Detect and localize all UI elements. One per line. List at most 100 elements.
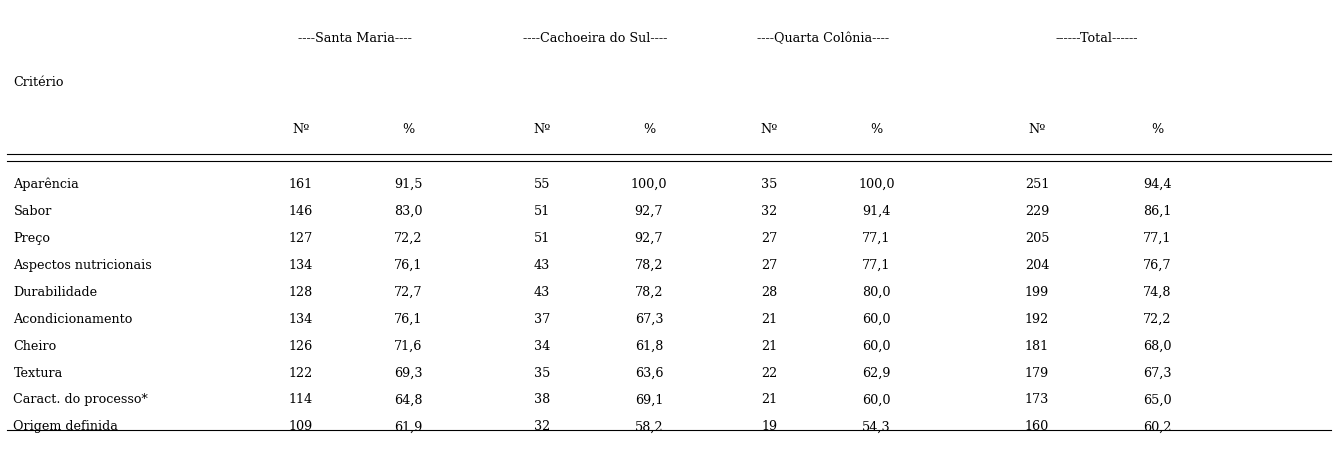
- Text: 34: 34: [534, 339, 550, 352]
- Text: Nº: Nº: [293, 123, 309, 136]
- Text: Caract. do processo*: Caract. do processo*: [13, 393, 149, 405]
- Text: 58,2: 58,2: [634, 420, 664, 432]
- Text: 160: 160: [1025, 420, 1049, 432]
- Text: 76,7: 76,7: [1143, 258, 1172, 271]
- Text: Nº: Nº: [1029, 123, 1045, 136]
- Text: 192: 192: [1025, 312, 1049, 325]
- Text: 54,3: 54,3: [862, 420, 891, 432]
- Text: 60,2: 60,2: [1143, 420, 1172, 432]
- Text: 100,0: 100,0: [858, 178, 895, 191]
- Text: Nº: Nº: [534, 123, 550, 136]
- Text: 134: 134: [289, 258, 313, 271]
- Text: 251: 251: [1025, 178, 1049, 191]
- Text: 38: 38: [534, 393, 550, 405]
- Text: 19: 19: [761, 420, 777, 432]
- Text: %: %: [870, 123, 883, 136]
- Text: 146: 146: [289, 205, 313, 217]
- Text: Sabor: Sabor: [13, 205, 52, 217]
- Text: 94,4: 94,4: [1143, 178, 1172, 191]
- Text: 55: 55: [534, 178, 550, 191]
- Text: 43: 43: [534, 258, 550, 271]
- Text: Origem definida: Origem definida: [13, 420, 118, 432]
- Text: 43: 43: [534, 285, 550, 298]
- Text: 80,0: 80,0: [862, 285, 891, 298]
- Text: 199: 199: [1025, 285, 1049, 298]
- Text: 21: 21: [761, 393, 777, 405]
- Text: 77,1: 77,1: [1143, 232, 1172, 244]
- Text: 72,7: 72,7: [393, 285, 423, 298]
- Text: Cheiro: Cheiro: [13, 339, 56, 352]
- Text: 161: 161: [289, 178, 313, 191]
- Text: 67,3: 67,3: [634, 312, 664, 325]
- Text: Critério: Critério: [13, 76, 64, 88]
- Text: 74,8: 74,8: [1143, 285, 1172, 298]
- Text: 69,3: 69,3: [393, 366, 423, 379]
- Text: Durabilidade: Durabilidade: [13, 285, 98, 298]
- Text: 67,3: 67,3: [1143, 366, 1172, 379]
- Text: 204: 204: [1025, 258, 1049, 271]
- Text: Aparência: Aparência: [13, 177, 79, 191]
- Text: 61,8: 61,8: [634, 339, 664, 352]
- Text: 51: 51: [534, 232, 550, 244]
- Text: 61,9: 61,9: [393, 420, 423, 432]
- Text: 109: 109: [289, 420, 313, 432]
- Text: 21: 21: [761, 312, 777, 325]
- Text: 28: 28: [761, 285, 777, 298]
- Text: 86,1: 86,1: [1143, 205, 1172, 217]
- Text: 122: 122: [289, 366, 313, 379]
- Text: 205: 205: [1025, 232, 1049, 244]
- Text: 83,0: 83,0: [393, 205, 423, 217]
- Text: Preço: Preço: [13, 232, 51, 244]
- Text: 21: 21: [761, 339, 777, 352]
- Text: ------Total------: ------Total------: [1056, 32, 1139, 45]
- Text: ----Cachoeira do Sul----: ----Cachoeira do Sul----: [523, 32, 668, 45]
- Text: Acondicionamento: Acondicionamento: [13, 312, 132, 325]
- Text: %: %: [642, 123, 656, 136]
- Text: 91,5: 91,5: [393, 178, 423, 191]
- Text: 60,0: 60,0: [862, 393, 891, 405]
- Text: 64,8: 64,8: [393, 393, 423, 405]
- Text: 27: 27: [761, 232, 777, 244]
- Text: 126: 126: [289, 339, 313, 352]
- Text: Nº: Nº: [761, 123, 777, 136]
- Text: 27: 27: [761, 258, 777, 271]
- Text: 65,0: 65,0: [1143, 393, 1172, 405]
- Text: 37: 37: [534, 312, 550, 325]
- Text: %: %: [1151, 123, 1164, 136]
- Text: 173: 173: [1025, 393, 1049, 405]
- Text: 77,1: 77,1: [862, 232, 891, 244]
- Text: 32: 32: [534, 420, 550, 432]
- Text: 229: 229: [1025, 205, 1049, 217]
- Text: %: %: [401, 123, 415, 136]
- Text: 69,1: 69,1: [634, 393, 664, 405]
- Text: 76,1: 76,1: [393, 258, 423, 271]
- Text: 71,6: 71,6: [393, 339, 423, 352]
- Text: ----Santa Maria----: ----Santa Maria----: [297, 32, 412, 45]
- Text: 78,2: 78,2: [634, 258, 664, 271]
- Text: 100,0: 100,0: [630, 178, 668, 191]
- Text: Textura: Textura: [13, 366, 63, 379]
- Text: 60,0: 60,0: [862, 312, 891, 325]
- Text: 32: 32: [761, 205, 777, 217]
- Text: 77,1: 77,1: [862, 258, 891, 271]
- Text: 72,2: 72,2: [393, 232, 423, 244]
- Text: 128: 128: [289, 285, 313, 298]
- Text: 35: 35: [534, 366, 550, 379]
- Text: Aspectos nutricionais: Aspectos nutricionais: [13, 258, 153, 271]
- Text: 60,0: 60,0: [862, 339, 891, 352]
- Text: 76,1: 76,1: [393, 312, 423, 325]
- Text: 114: 114: [289, 393, 313, 405]
- Text: 127: 127: [289, 232, 313, 244]
- Text: 179: 179: [1025, 366, 1049, 379]
- Text: ----Quarta Colônia----: ----Quarta Colônia----: [757, 32, 888, 45]
- Text: 72,2: 72,2: [1143, 312, 1172, 325]
- Text: 134: 134: [289, 312, 313, 325]
- Text: 35: 35: [761, 178, 777, 191]
- Text: 62,9: 62,9: [862, 366, 891, 379]
- Text: 63,6: 63,6: [634, 366, 664, 379]
- Text: 91,4: 91,4: [862, 205, 891, 217]
- Text: 92,7: 92,7: [634, 232, 664, 244]
- Text: 92,7: 92,7: [634, 205, 664, 217]
- Text: 22: 22: [761, 366, 777, 379]
- Text: 51: 51: [534, 205, 550, 217]
